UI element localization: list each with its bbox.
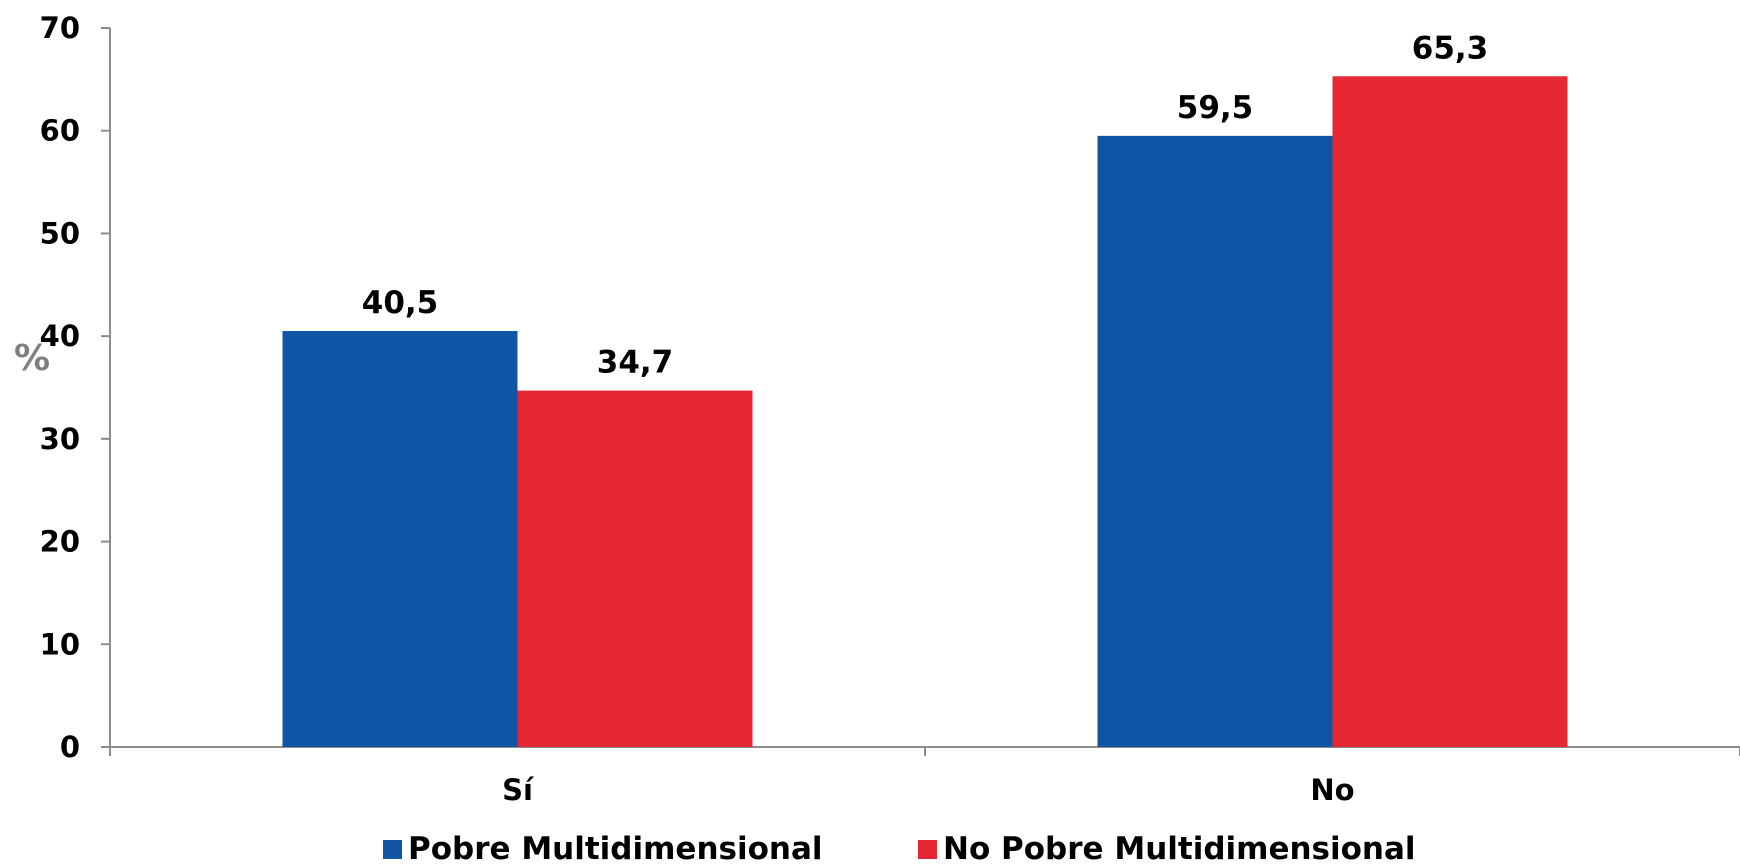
x-tick-label: No [1310,773,1354,807]
y-tick-label: 70 [40,11,80,45]
data-label: 65,3 [1412,30,1489,66]
legend: Pobre Multidimensional No Pobre Multidim… [0,831,1740,867]
legend-item-pobre: Pobre Multidimensional [383,831,823,867]
legend-label-no-pobre: No Pobre Multidimensional [943,831,1416,867]
y-tick-label: 20 [40,525,80,559]
y-tick-label: 30 [40,422,80,456]
x-axis: Sí No [109,746,1740,807]
bar [517,390,753,747]
bar [1332,76,1568,748]
y-tick-label: 0 [60,730,80,764]
bar [1097,135,1333,748]
legend-swatch-pobre [383,839,402,859]
y-tick-label: 10 [40,627,80,661]
bars [282,76,1568,748]
y-tick-label: 40 [40,319,80,353]
data-label: 59,5 [1177,90,1254,126]
data-label: 40,5 [362,285,439,321]
y-tick-label: 50 [40,216,80,250]
y-axis: 0 10 20 30 40 50 60 70 [40,11,111,764]
legend-label-pobre: Pobre Multidimensional [408,831,823,867]
data-labels: 40,5 34,7 59,5 65,3 [362,30,1489,380]
y-axis-label: % [14,338,50,379]
legend-swatch-no-pobre [918,839,937,859]
bar [282,331,518,747]
legend-item-no-pobre: No Pobre Multidimensional [918,831,1416,867]
data-label: 34,7 [597,345,674,381]
y-tick-label: 60 [40,114,80,148]
x-tick-label: Sí [502,773,535,807]
